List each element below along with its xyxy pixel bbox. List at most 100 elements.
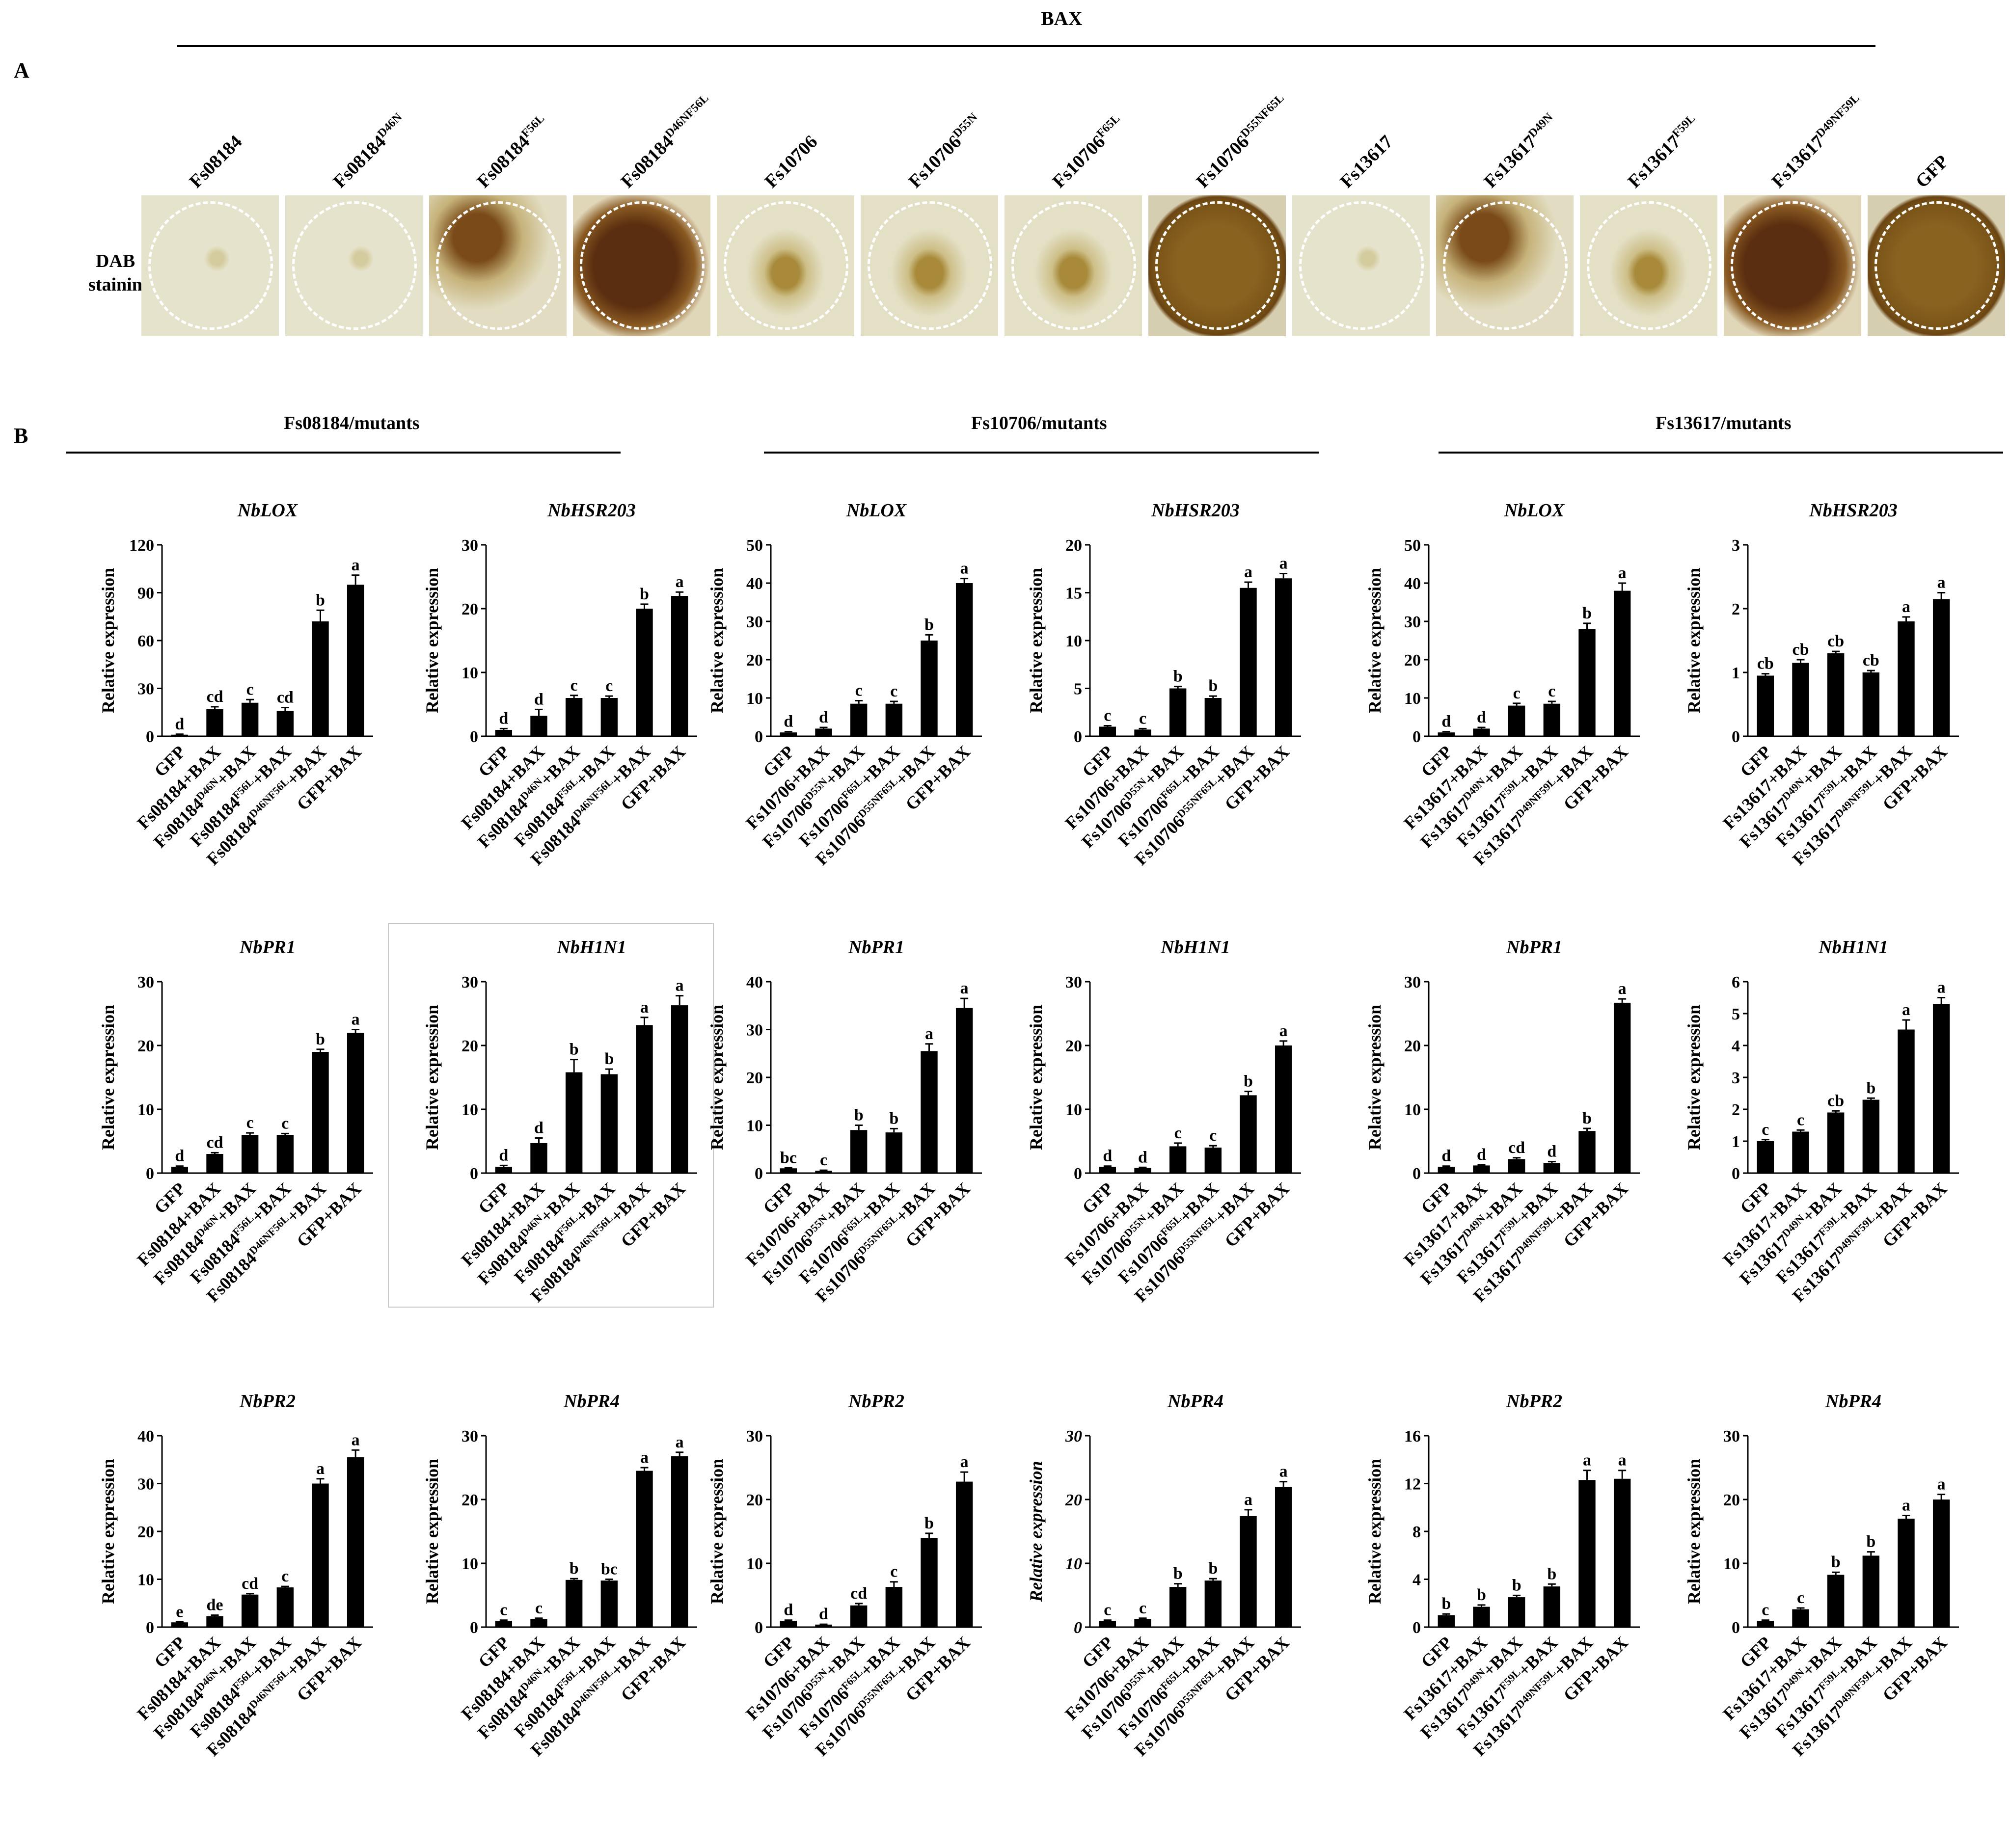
bar — [347, 1033, 364, 1173]
y-tick-label: 3 — [1732, 1069, 1740, 1087]
significance-letter: c — [1797, 1111, 1804, 1129]
bar — [1932, 599, 1950, 736]
y-tick-label: 0 — [146, 1165, 154, 1183]
significance-letter: c — [1513, 684, 1521, 702]
significance-letter: c — [1548, 682, 1555, 700]
bar — [1932, 1500, 1950, 1627]
y-tick-label: 0 — [1732, 1619, 1740, 1637]
y-tick-label: 12 — [1404, 1475, 1421, 1494]
y-tick-label: 10 — [462, 1555, 478, 1573]
group-title-fs10706: Fs10706/mutants — [971, 413, 1107, 433]
y-tick-label: 4 — [1412, 1571, 1421, 1589]
y-tick-label: 1 — [1732, 1133, 1740, 1151]
bar — [1827, 1575, 1845, 1627]
y-tick-label: 20 — [462, 1491, 478, 1509]
significance-letter: b — [924, 1514, 934, 1532]
significance-letter: a — [1618, 980, 1627, 998]
bar — [1240, 588, 1257, 736]
y-tick-label: 30 — [462, 536, 478, 555]
y-tick-label: 50 — [1404, 536, 1421, 555]
significance-letter: a — [352, 556, 360, 574]
significance-letter: b — [1477, 1586, 1486, 1604]
bar — [530, 1143, 547, 1173]
chart-title: NbLOX — [846, 500, 907, 521]
leaf-label-superscript: D49N — [1526, 110, 1556, 140]
significance-letter: d — [1138, 1148, 1147, 1166]
significance-letter: d — [1477, 708, 1486, 726]
bar — [1473, 1607, 1490, 1627]
significance-letter: d — [819, 708, 828, 726]
bar — [1792, 663, 1809, 736]
dashed-circle-outline — [868, 201, 992, 330]
bar — [780, 1168, 797, 1173]
leaf-treatment-label: GFP — [1911, 151, 1953, 192]
y-tick-label: 0 — [1074, 728, 1082, 746]
chart-title: NbLOX — [237, 500, 299, 521]
dab-leaf-disc-12 — [1724, 195, 1861, 336]
bar — [815, 728, 832, 736]
y-tick-label: 2 — [1732, 600, 1740, 618]
significance-letter: b — [1547, 1565, 1556, 1583]
significance-letter: c — [535, 1599, 543, 1617]
leaf-label-base: Fs13617 — [1767, 131, 1829, 192]
y-tick-label: 10 — [462, 1101, 478, 1119]
significance-letter: a — [1937, 1475, 1946, 1494]
dashed-circle-outline — [1443, 201, 1568, 330]
bar — [1898, 1029, 1915, 1173]
y-tick-label: 10 — [1065, 632, 1082, 650]
chart-title: NbHSR203 — [547, 500, 635, 521]
bar — [1473, 1165, 1490, 1173]
significance-letter: b — [640, 585, 649, 603]
bar — [955, 1481, 973, 1627]
significance-letter: b — [316, 1030, 325, 1048]
y-axis-label: Relative expression — [1026, 1005, 1046, 1150]
dab-row-label: DAB staining — [88, 249, 152, 296]
bar — [171, 1622, 189, 1627]
bar — [347, 585, 364, 736]
leaf-label-base: Fs13617 — [1624, 131, 1685, 192]
bax-label: BAX — [1041, 7, 1083, 29]
significance-letter: c — [855, 681, 863, 699]
leaf-label-base: Fs08184 — [617, 131, 678, 192]
bar — [1792, 1609, 1809, 1627]
bar — [1898, 1519, 1915, 1627]
bar — [1275, 578, 1292, 736]
leaf-treatment-label: Fs08184D46NF56L — [617, 92, 717, 192]
significance-letter: c — [1174, 1124, 1182, 1142]
y-tick-label: 40 — [746, 973, 763, 991]
bar — [1240, 1095, 1257, 1173]
y-tick-label: 0 — [1412, 1619, 1421, 1637]
y-tick-label: 5 — [1074, 680, 1082, 698]
significance-letter: b — [1582, 1109, 1592, 1127]
leaf-treatment-label: Fs13617 — [1336, 131, 1397, 192]
y-axis-label: Relative expression — [1026, 1461, 1046, 1603]
significance-letter: cb — [1827, 632, 1844, 650]
significance-letter: b — [1582, 604, 1592, 622]
leaf-label-base: GFP — [1911, 151, 1953, 192]
significance-letter: c — [1139, 1599, 1146, 1617]
y-axis-label: Relative expression — [98, 1005, 118, 1150]
bar — [1134, 729, 1151, 736]
y-tick-label: 20 — [462, 600, 478, 618]
bar — [565, 698, 583, 736]
dab-row-label-line1: DAB — [95, 251, 136, 271]
chart-title: NbPR1 — [239, 937, 296, 958]
chart-title: NbH1N1 — [1818, 937, 1888, 958]
significance-letter: b — [1208, 677, 1218, 695]
y-tick-label: 8 — [1412, 1523, 1421, 1541]
significance-letter: a — [1937, 979, 1946, 997]
y-tick-label: 10 — [1404, 1101, 1421, 1119]
bar — [921, 641, 938, 736]
bar — [206, 1154, 223, 1173]
bar — [1862, 1099, 1880, 1173]
y-axis-label: Relative expression — [1365, 1005, 1385, 1150]
leaf-treatment-label: Fs10706 — [761, 131, 822, 192]
dab-leaf-disc-1 — [141, 195, 279, 336]
